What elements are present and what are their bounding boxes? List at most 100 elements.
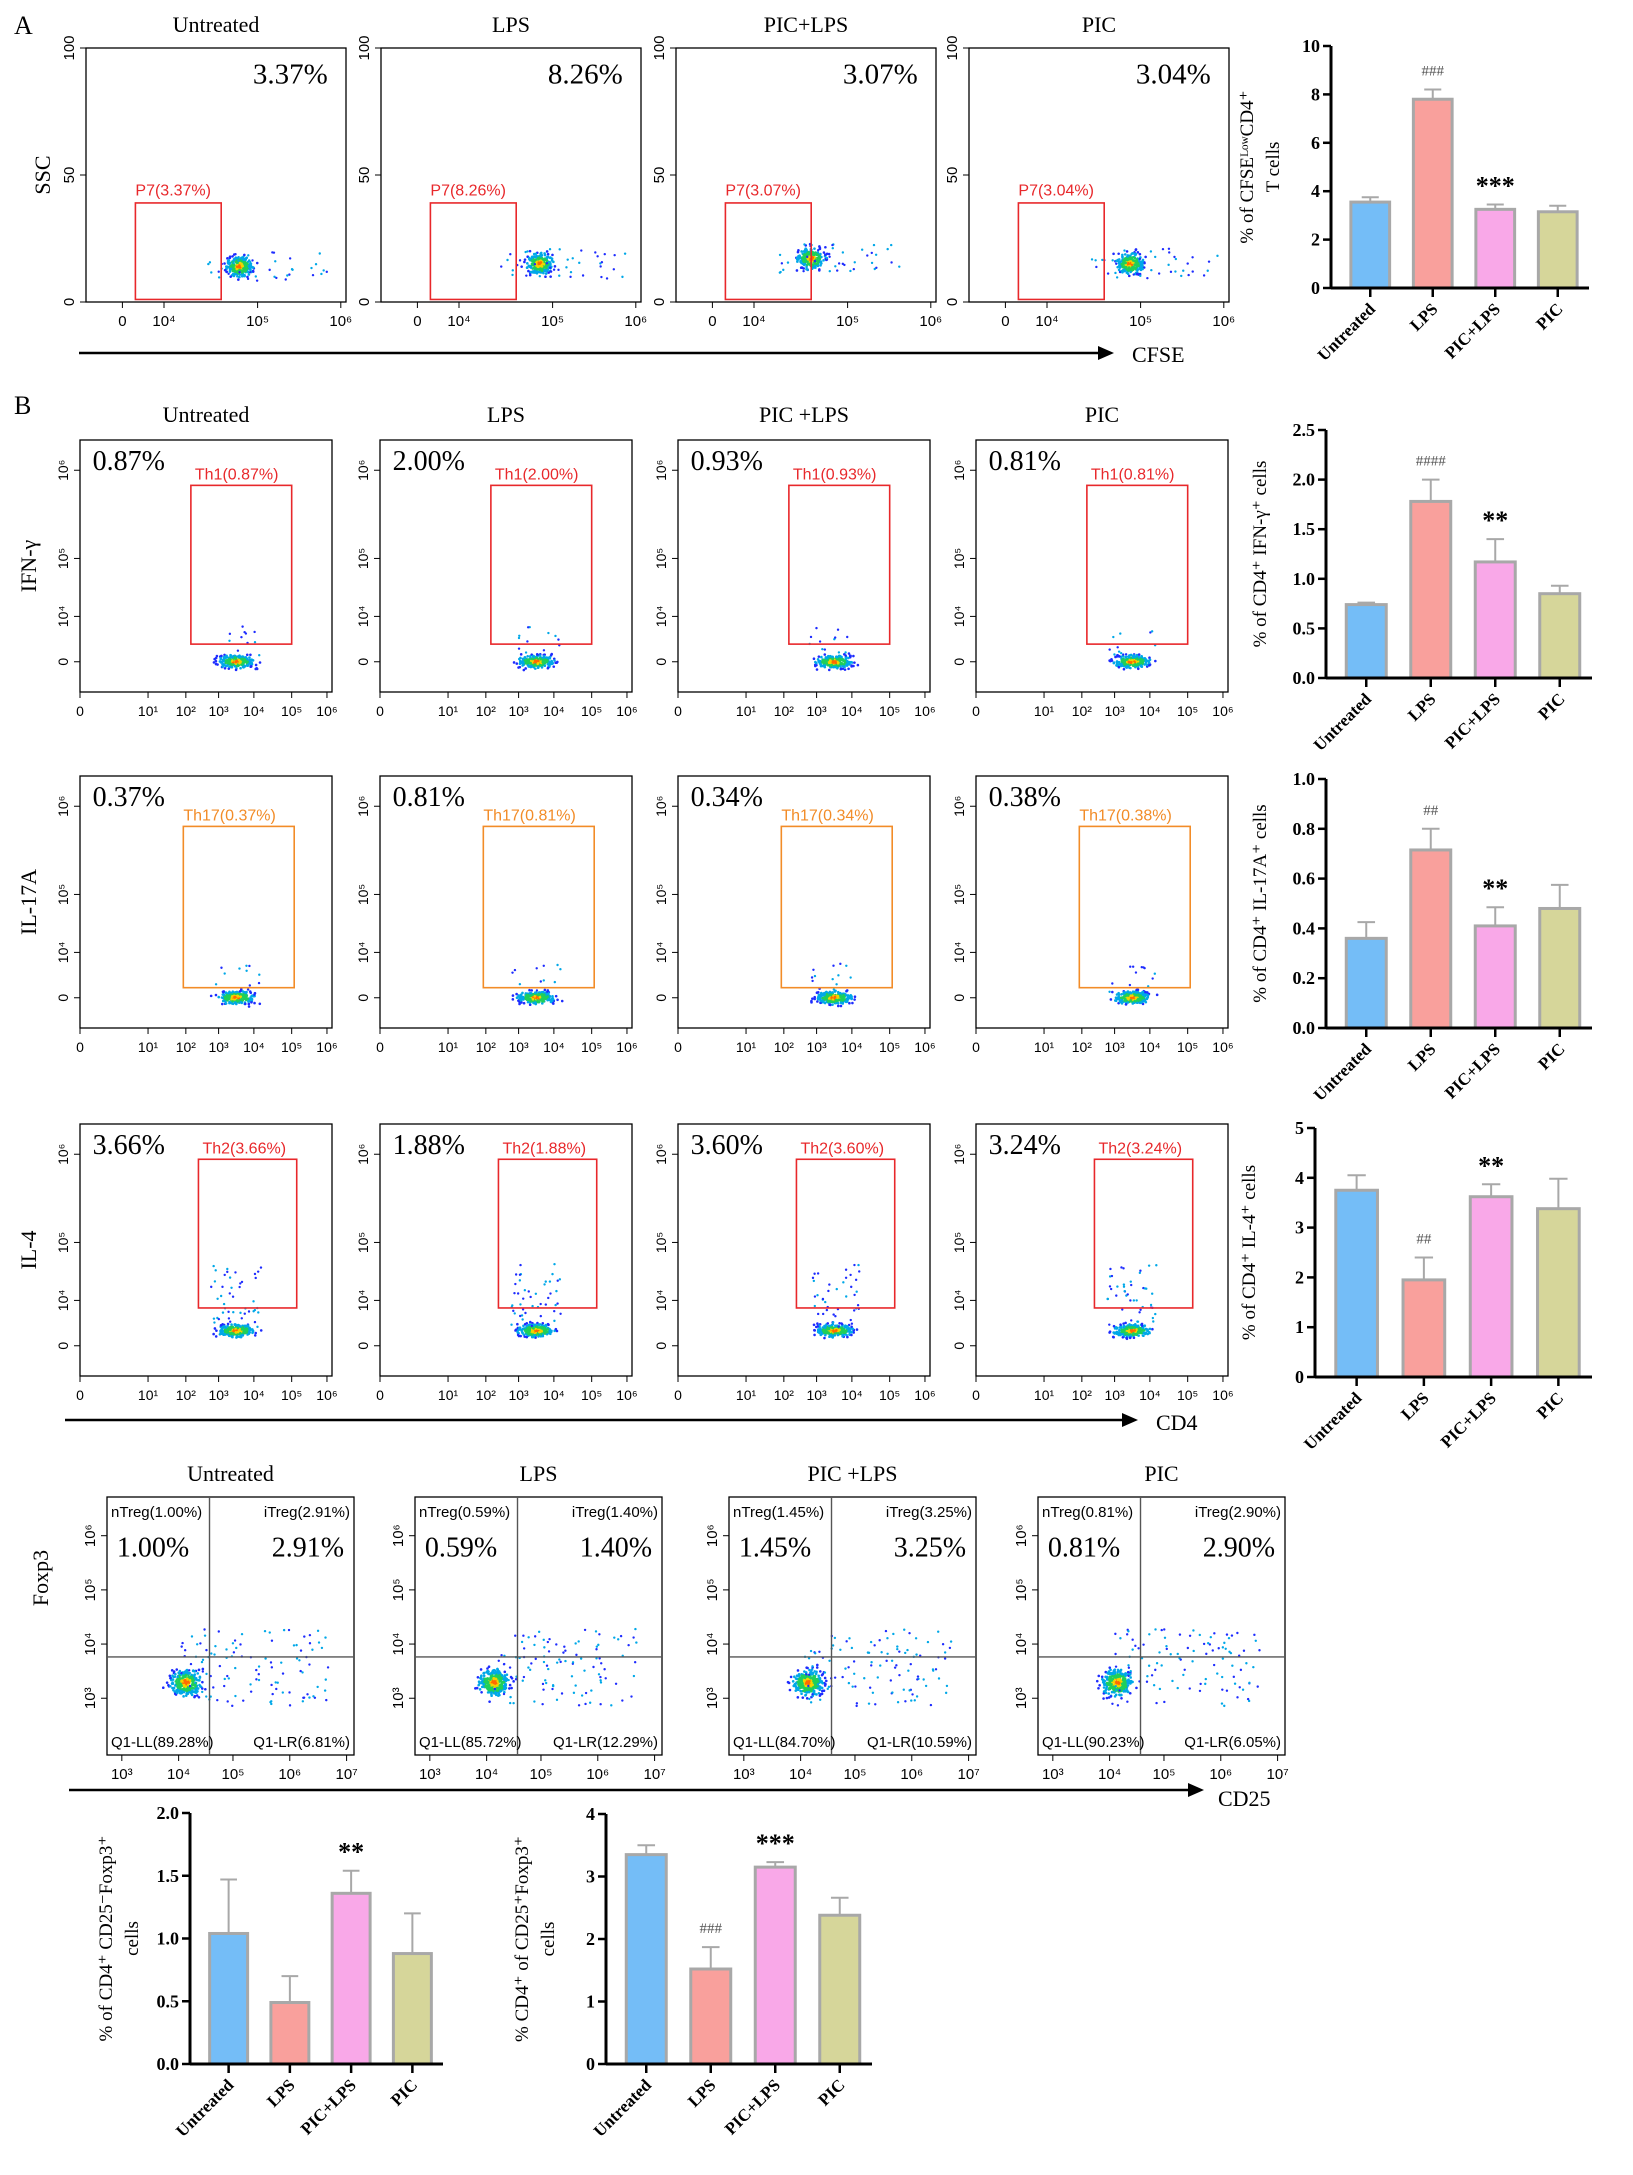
event-dot: [553, 265, 557, 268]
event-dot: [1182, 269, 1185, 272]
event-dot: [839, 667, 843, 671]
event-dot: [1131, 268, 1134, 272]
event-dot: [533, 263, 537, 266]
event-dot: [235, 267, 239, 271]
event-dot: [849, 976, 852, 979]
gate-percent: 3.37%: [253, 59, 328, 91]
event-dot: [544, 272, 548, 275]
event-dot: [1133, 266, 1137, 269]
event-dot: [819, 991, 823, 995]
event-dot: [549, 661, 552, 664]
x-tick-label: 10³: [208, 1387, 229, 1403]
event-dot: [217, 276, 221, 279]
event-dot: [314, 263, 318, 266]
y-tick-label: 50: [651, 167, 668, 184]
event-dot: [544, 993, 548, 996]
x-tick-label: 10²: [476, 1387, 497, 1403]
event-dot: [214, 1269, 217, 1272]
event-dot: [248, 656, 251, 659]
event-dot: [594, 251, 597, 254]
event-dot: [1106, 272, 1110, 275]
event-dot: [855, 1290, 858, 1293]
event-dot: [525, 274, 528, 277]
event-dot: [526, 262, 529, 265]
event-dot: [1123, 269, 1127, 273]
event-dot: [531, 271, 535, 274]
event-dot: [243, 1329, 246, 1332]
y-tick-label: 10⁵: [653, 884, 669, 905]
event-dot: [545, 1331, 548, 1334]
y-axis-label-ssc: SSC: [30, 155, 55, 194]
y-tick-label: 10⁴: [355, 606, 371, 628]
gate-rect: [497, 1158, 598, 1309]
event-dot: [845, 659, 849, 663]
event-dot: [1136, 998, 1139, 1002]
event-dot: [813, 259, 817, 263]
event-dot: [831, 665, 835, 669]
event-dot: [845, 989, 849, 992]
event-dot: [1123, 1289, 1126, 1293]
event-dot: [1143, 994, 1147, 997]
event-dot: [254, 1276, 257, 1280]
gate-label: P7(3.04%): [1018, 182, 1094, 199]
event-dot: [1125, 258, 1129, 261]
event-dot: [555, 1289, 558, 1293]
x-tick-label: 10²: [774, 703, 795, 719]
event-dot: [811, 251, 815, 254]
event-dot: [271, 251, 274, 254]
y-tick-label: 0: [653, 658, 669, 666]
event-dot: [1144, 1331, 1148, 1334]
event-dot: [823, 661, 827, 665]
event-dot: [522, 661, 525, 665]
x-tick-label: 10¹: [1034, 1387, 1055, 1403]
event-dot: [843, 998, 846, 1001]
event-dot: [213, 657, 216, 661]
gate-percent: 0.38%: [989, 782, 1061, 813]
event-dot: [247, 254, 250, 257]
y-tick-label: 0: [55, 1342, 71, 1350]
y-tick-label: 10⁴: [355, 1290, 371, 1312]
event-dot: [528, 1003, 532, 1007]
x-tick-label: 10⁴: [742, 313, 765, 330]
event-dot: [854, 1278, 858, 1282]
event-dot: [813, 1304, 817, 1308]
event-dot: [232, 1311, 235, 1314]
event-dot: [550, 1329, 553, 1333]
event-dot: [511, 1304, 514, 1307]
event-dot: [847, 652, 851, 655]
event-dot: [238, 1285, 241, 1289]
event-dot: [518, 665, 522, 669]
event-dot: [547, 1296, 550, 1300]
event-dot: [835, 983, 838, 986]
event-dot: [1146, 994, 1150, 997]
event-dot: [240, 1317, 243, 1320]
event-dot: [535, 967, 538, 970]
event-dot: [1126, 1327, 1129, 1330]
event-dot: [842, 1281, 845, 1284]
y-tick-label: 10⁴: [653, 606, 669, 628]
x-tick-label: 10²: [476, 1039, 497, 1055]
x-tick-label: 10⁴: [447, 313, 470, 330]
event-dot: [1123, 1327, 1127, 1331]
event-dot: [1151, 1327, 1154, 1331]
event-dot: [529, 1295, 532, 1299]
event-dot: [849, 269, 852, 273]
y-axis-label-marker: IL-4: [16, 1230, 41, 1269]
cd4-flow-plot: Th2(1.88%)1.88%0 10¹ 10² 10³ 10⁴ 10⁵ 10⁶010⁴10…: [355, 1123, 638, 1403]
event-dot: [526, 640, 529, 643]
plot-frame: [379, 775, 633, 1029]
event-dot: [253, 993, 256, 996]
x-tick-label: 10⁶: [1212, 703, 1233, 719]
event-dot: [510, 1323, 513, 1326]
event-dot: [806, 260, 809, 264]
event-dot: [1136, 1325, 1139, 1328]
event-dot: [1143, 966, 1146, 970]
event-dot: [803, 250, 807, 254]
event-dot: [228, 665, 232, 668]
event-dot: [240, 635, 243, 639]
gate-label: Th1(0.81%): [1091, 466, 1175, 483]
event-dot: [831, 1003, 834, 1006]
x-tick-label: 10⁴: [243, 703, 265, 719]
event-dot: [831, 657, 835, 661]
